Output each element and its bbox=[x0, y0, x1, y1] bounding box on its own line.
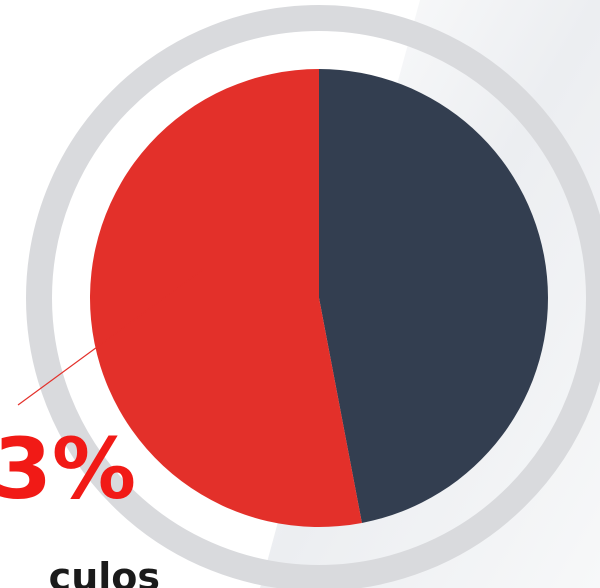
value-label: 53% bbox=[0, 420, 136, 518]
pie-slice bbox=[90, 69, 362, 527]
pie-slice bbox=[319, 69, 549, 523]
annotation: culos bbox=[49, 555, 160, 588]
outer-ring bbox=[26, 5, 600, 588]
leader-line bbox=[17, 267, 206, 406]
pie bbox=[90, 69, 549, 527]
